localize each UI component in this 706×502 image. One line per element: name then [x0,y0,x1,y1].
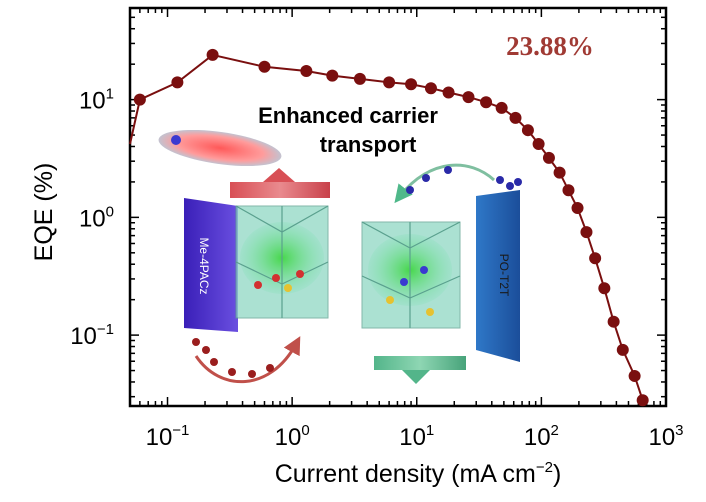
y-tick-label: 101 [79,86,114,115]
y-tick-exp: −1 [97,321,114,338]
eqe-data-point [353,72,366,85]
electron-arrow-icon [394,163,496,204]
y-tick-exp: 1 [106,86,114,103]
eqe-data-point [424,82,437,95]
eqe-data-point [562,184,575,197]
eqe-data-point [542,151,555,164]
eqe-data-point [636,394,649,407]
eqe-data-point [300,65,313,78]
x-tick-base: 10 [146,424,173,451]
x-axis-title-end: ) [553,460,561,488]
molecule-n-atom-icon [171,135,181,145]
left-slab [184,198,238,332]
x-tick-label: 102 [524,422,559,451]
eqe-data-point [442,86,455,99]
inset-heading-line2: transport [320,132,417,157]
x-tick-label: 10−1 [146,422,190,451]
eqe-data-point [171,76,184,89]
left-perovskite-crystal [235,205,329,319]
y-tick-label: 100 [79,203,114,232]
peak-eqe-label: 23.88% [506,31,594,61]
eqe-data-point [405,78,418,91]
eqe-data-point [206,48,219,61]
y-tick-base: 10 [79,205,106,232]
x-tick-label: 101 [399,422,434,451]
x-tick-base: 10 [648,424,675,451]
electron-carriers [406,166,522,194]
inset-heading-line1: Enhanced carrier [258,103,438,128]
x-axis-ticks [129,8,667,406]
eqe-data-point [580,226,593,239]
x-axis-title-main: Current density (mA cm [275,460,536,488]
y-tick-exp: 0 [106,203,114,220]
eqe-data-point [571,202,584,215]
eqe-data-point [462,91,475,104]
x-tick-exp: 3 [675,422,683,439]
x-tick-base: 10 [524,424,551,451]
x-tick-base: 10 [399,424,426,451]
y-axis-title: EQE (%) [30,163,58,262]
eqe-data-point [509,111,522,124]
y-axis-ticks [130,7,666,398]
x-tick-label: 100 [275,422,310,451]
x-tick-exp: 1 [426,422,434,439]
eqe-data-point [480,96,493,109]
eqe-data-point [495,101,508,114]
hole-carriers [192,338,274,378]
y-tick-base: 10 [70,323,97,350]
down-arrow-head-icon [402,370,430,384]
x-tick-exp: −1 [172,422,189,439]
up-arrow-head-icon [263,168,295,182]
hole-arrow-icon [194,336,301,384]
x-axis-title-sup: −2 [536,459,553,476]
x-tick-label: 103 [648,422,683,451]
eqe-data-point [383,76,396,89]
right-slab-label: PO-T2T [497,254,511,297]
eqe-data-point [133,93,146,106]
eqe-data-point [326,69,339,82]
eqe-data-point [589,252,602,265]
eqe-data-point [616,343,629,356]
down-arrow-bar [374,356,466,370]
molecule-icon [158,129,282,167]
y-tick-base: 10 [79,88,106,115]
y-tick-label: 10−1 [70,321,114,350]
right-perovskite-crystal [361,221,461,329]
eqe-series [129,48,649,407]
eqe-data-point [258,60,271,73]
left-slab-label: Me-4PACz [197,237,211,294]
inset-illustration: Enhanced carrier transport Me-4PACz PO-T… [158,103,522,384]
eqe-data-point [553,166,566,179]
up-arrow-bar [230,182,330,198]
x-tick-exp: 2 [551,422,559,439]
eqe-data-point [532,137,545,150]
x-tick-base: 10 [275,424,302,451]
eqe-data-point [598,282,611,295]
x-axis-title: Current density (mA cm−2) [275,459,562,488]
eqe-data-point [628,369,641,382]
x-axis-tick-labels: 10−1 100 101 102 103 [146,422,684,451]
eqe-data-point [607,315,620,328]
right-slab [476,190,520,362]
x-tick-exp: 0 [301,422,309,439]
eqe-data-point [521,124,534,137]
